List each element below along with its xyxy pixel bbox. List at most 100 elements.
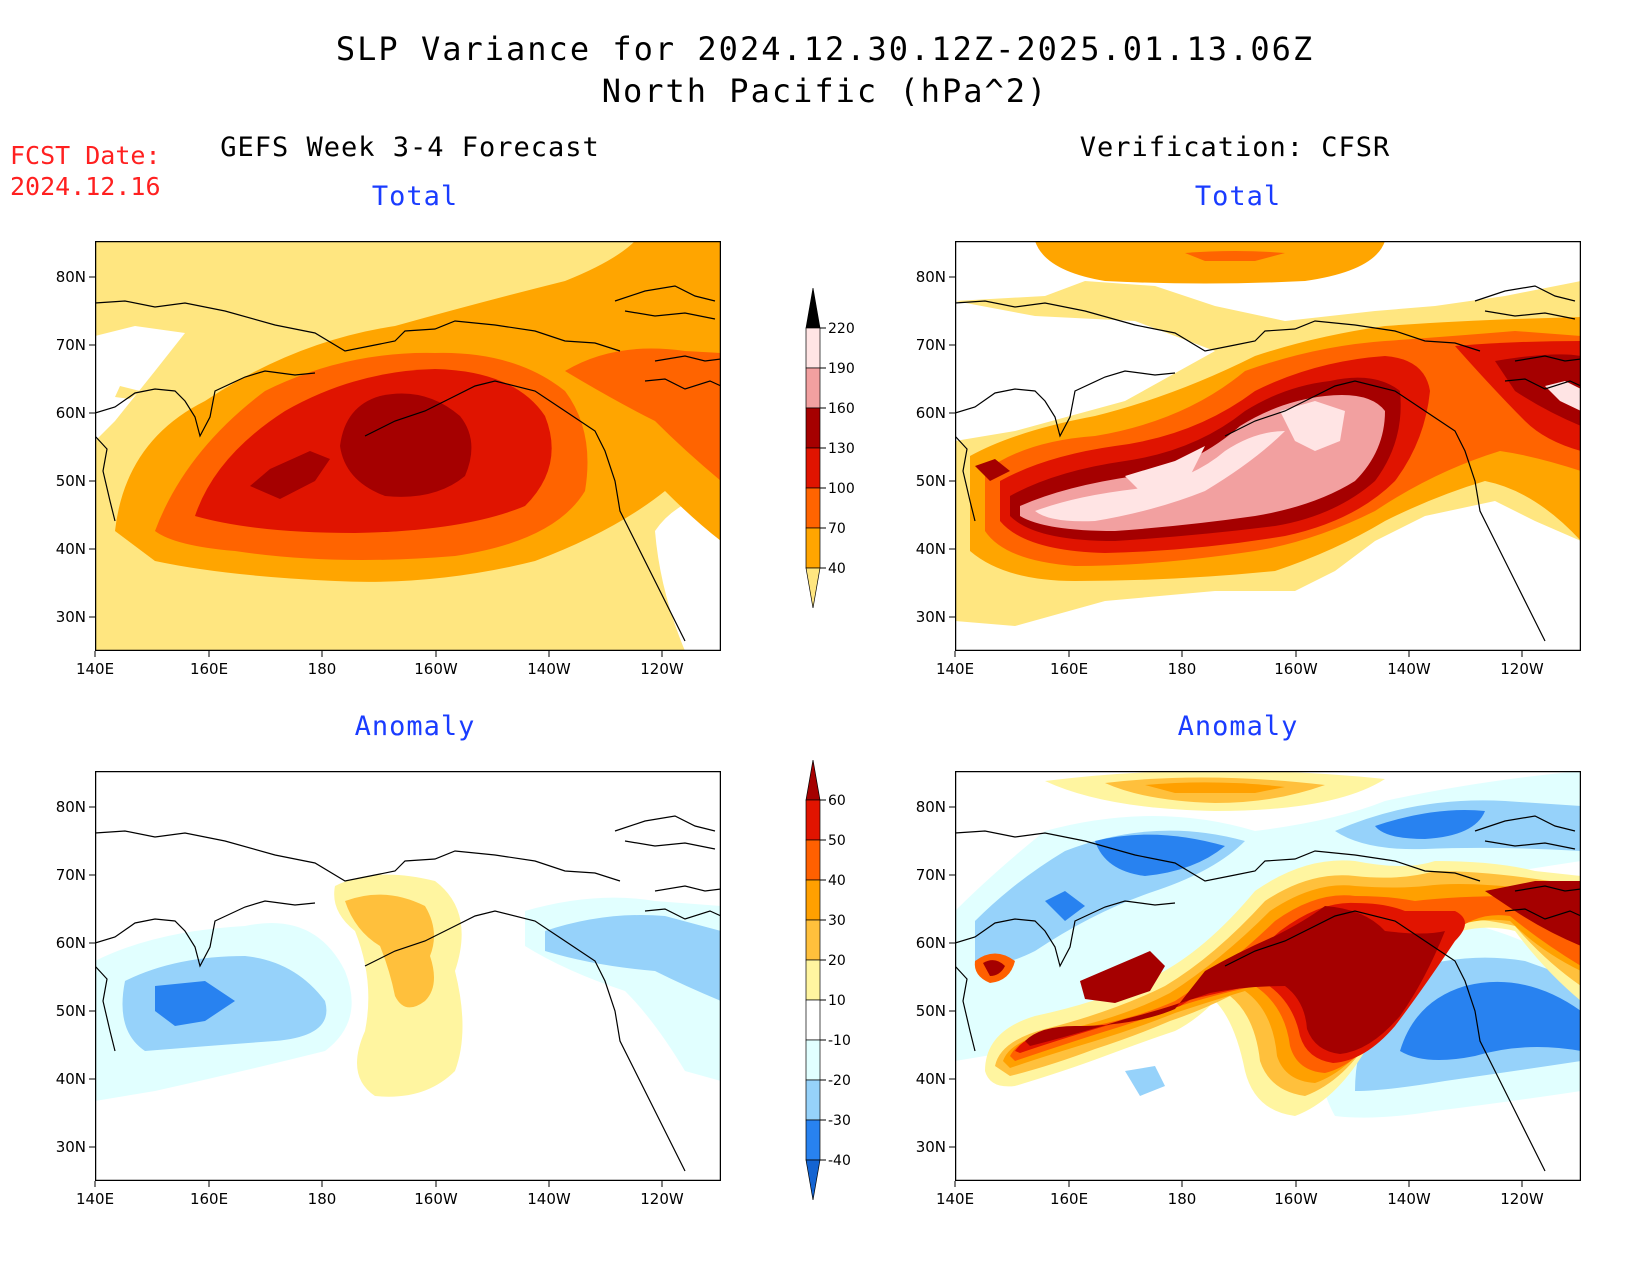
total-colorbar-cell [805,567,821,609]
anomaly-colorbar-label: 20 [828,953,846,969]
coastline [95,815,721,1172]
total-colorbar-cell [805,447,821,489]
verification-anomaly-subtitle: Anomaly [1177,711,1299,742]
total-colorbar-label: 160 [828,401,855,417]
lon-label: 140W [1387,660,1431,678]
lat-label: 70N [916,336,946,354]
lat-label: 50N [56,1002,86,1020]
anomaly-colorbar-label: 30 [828,913,846,929]
lat-label: 40N [916,1070,946,1088]
total-colorbar-cell [805,527,821,569]
shade-160-west [250,451,330,499]
total-colorbar-cell [805,327,821,369]
lon-label: 140W [527,1190,571,1208]
forecast-anomaly-map [95,771,721,1181]
anomaly-colorbar-cell [805,1039,821,1081]
lat-label: 60N [916,934,946,952]
anomaly-colorbar-cell [805,959,821,1001]
lat-label: 40N [916,540,946,558]
shade-minus-30-south [1400,981,1581,1060]
anomaly-colorbar-label: 10 [828,993,846,1009]
shade-160-east [340,393,472,497]
anomaly-colorbar-cell [805,999,821,1041]
shade-minus-30-north [1095,834,1225,876]
total-colorbar-label: 40 [828,561,846,577]
total-colorbar-cell [805,407,821,449]
forecast-total-map [95,241,721,651]
lat-label: 30N [56,608,86,626]
lon-label: 140E [76,1190,114,1208]
lat-label: 40N [56,1070,86,1088]
total-colorbar-label: 190 [828,361,855,377]
coastline [955,815,1581,1172]
map-frame [955,241,1581,651]
coastline [955,285,1581,642]
map-frame [955,771,1581,1181]
lat-label: 50N [916,472,946,490]
lat-label: 70N [56,336,86,354]
total-colorbar-label: 70 [828,521,846,537]
forecast-anomaly-subtitle: Anomaly [354,711,476,742]
shade-20 [345,894,434,1008]
anomaly-colorbar-cell [805,1159,821,1201]
lon-label: 120W [640,1190,684,1208]
anomaly-colorbar-cell [805,1079,821,1121]
verification-anomaly-map-svg [955,771,1581,1181]
lon-label: 140W [1387,1190,1431,1208]
lat-label: 50N [56,472,86,490]
lon-label: 160E [190,660,228,678]
forecast-column-title: GEFS Week 3-4 Forecast [220,132,600,163]
lon-label: 180 [1168,1190,1197,1208]
lon-label: 160E [1050,1190,1088,1208]
shade-below-40 [95,326,185,441]
anomaly-colorbar-label: -10 [828,1033,851,1049]
verification-anomaly-map [955,771,1581,1181]
lat-label: 70N [916,866,946,884]
shade-220-west [1035,431,1285,522]
lon-label: 160E [1050,660,1088,678]
lat-label: 70N [56,866,86,884]
lat-label: 80N [56,268,86,286]
total-colorbar-cell [805,287,821,329]
anomaly-colorbar-label: 50 [828,833,846,849]
verification-total-map [955,241,1581,651]
forecast-total-subtitle: Total [371,181,459,212]
lat-label: 30N [56,1138,86,1156]
coastline [95,285,721,642]
anomaly-colorbar-cell [805,759,821,801]
lat-label: 50N [916,1002,946,1020]
lat-label: 30N [916,608,946,626]
anomaly-colorbar-cell [805,799,821,841]
lon-label: 160W [1274,1190,1318,1208]
lon-label: 160W [1274,660,1318,678]
forecast-anomaly-map-svg [95,771,721,1181]
anomaly-colorbar-label: 60 [828,793,846,809]
lon-label: 140E [76,660,114,678]
lat-label: 60N [56,404,86,422]
anomaly-colorbar-cell [805,1119,821,1161]
forecast-date: FCST Date: 2024.12.16 [10,140,161,202]
anomaly-colorbar-label: -30 [828,1113,851,1129]
forecast-date-value: 2024.12.16 [10,172,161,201]
total-colorbar-label: 220 [828,321,855,337]
verification-column-title: Verification: CFSR [1079,132,1391,163]
anomaly-colorbar-cell [805,839,821,881]
main-subtitle: North Pacific (hPa^2) [601,72,1049,110]
lon-label: 160W [414,660,458,678]
main-title: SLP Variance for 2024.12.30.12Z-2025.01.… [335,30,1315,68]
shade-60-main [1025,906,1445,1054]
lon-label: 120W [640,660,684,678]
lon-label: 140E [936,1190,974,1208]
total-colorbar-label: 100 [828,481,855,497]
shade-70-north [1035,241,1385,284]
total-colorbar-cell [805,367,821,409]
lat-label: 30N [916,1138,946,1156]
forecast-date-label: FCST Date: [10,141,161,170]
lat-label: 40N [56,540,86,558]
anomaly-colorbar-label: -20 [828,1073,851,1089]
lon-label: 120W [1500,660,1544,678]
anomaly-colorbar-cell [805,879,821,921]
lat-label: 60N [916,404,946,422]
lon-label: 160W [414,1190,458,1208]
anomaly-colorbar-cell [805,919,821,961]
